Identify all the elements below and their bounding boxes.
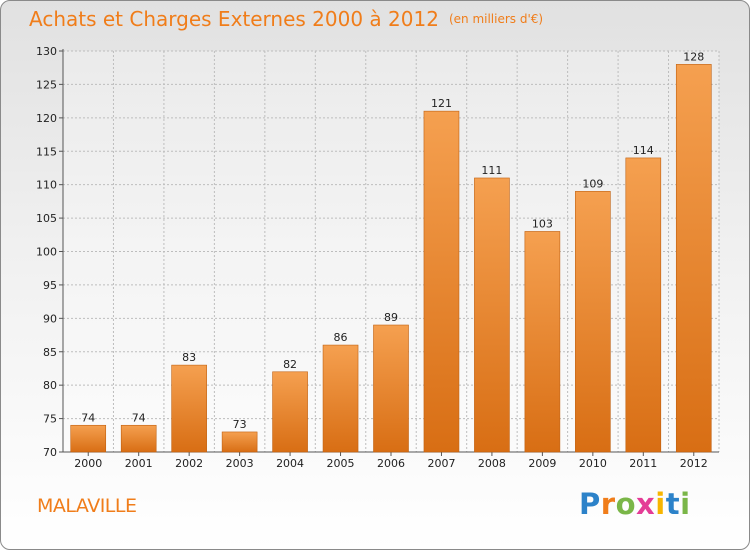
y-tick-label: 130: [36, 45, 57, 58]
bar-2003: [221, 431, 258, 453]
x-tick-label: 2010: [579, 457, 607, 470]
bar-2002: [171, 364, 207, 453]
data-label: 74: [81, 411, 95, 424]
axes: 70 75 80 85 90 95 100 105 110 115 120 125 130 2000 200…: [36, 45, 719, 470]
x-tick-label: 2007: [427, 457, 455, 470]
logo-letter: i: [655, 487, 666, 521]
x-tick-label: 2008: [478, 457, 506, 470]
x-tick-label: 2004: [276, 457, 304, 470]
logo-letter: t: [665, 487, 681, 521]
y-tick-label: 100: [36, 246, 57, 259]
chart-title: Achats et Charges Externes 2000 à 2012 (e…: [29, 7, 543, 31]
logo-letter: i: [680, 487, 691, 521]
bar-2006: [373, 324, 409, 453]
bar-2012: [675, 64, 712, 453]
data-label: 103: [532, 217, 553, 230]
bars: [70, 64, 712, 453]
x-tick-label: 2002: [175, 457, 203, 470]
y-tick-label: 70: [43, 446, 57, 459]
data-label: 114: [633, 144, 654, 157]
bar-2004: [272, 371, 308, 453]
proxiti-logo: Proxiti: [579, 487, 691, 521]
chart-subtitle: (en milliers d'€): [448, 12, 544, 26]
y-tick-label: 120: [36, 112, 57, 125]
x-tick-label: 2006: [377, 457, 405, 470]
bar-2001: [120, 424, 157, 453]
logo-letter: r: [600, 487, 616, 521]
data-label: 128: [683, 50, 704, 63]
y-tick-label: 80: [43, 379, 57, 392]
y-tick-label: 105: [36, 212, 57, 225]
logo-letter: o: [615, 487, 637, 521]
data-label: 86: [334, 331, 348, 344]
x-tick-label: 2012: [680, 457, 708, 470]
data-label: 121: [431, 97, 452, 110]
y-tick-label: 85: [43, 346, 57, 359]
data-label: 111: [481, 164, 502, 177]
y-tick-label: 90: [43, 312, 57, 325]
y-tick-label: 125: [36, 78, 57, 91]
logo-letter: P: [579, 487, 601, 521]
x-tick-label: 2005: [327, 457, 355, 470]
bar-2010: [575, 191, 611, 453]
y-tick-label: 110: [36, 179, 57, 192]
x-tick-label: 2000: [74, 457, 102, 470]
chart-title-text: Achats et Charges Externes 2000 à 2012: [29, 7, 439, 31]
bar-2000: [70, 424, 107, 453]
y-tick-label: 95: [43, 279, 57, 292]
data-label: 74: [132, 411, 146, 424]
data-label: 109: [582, 177, 603, 190]
bar-2008: [474, 177, 510, 453]
data-label: 89: [384, 311, 398, 324]
x-tick-label: 2011: [629, 457, 657, 470]
data-label: 83: [182, 351, 196, 364]
labels: 74 74 83 73 82 86 89 121 111 103 109 114 128: [81, 50, 704, 431]
bar-2005: [322, 344, 359, 453]
data-label: 73: [233, 418, 247, 431]
x-tick-label: 2003: [226, 457, 254, 470]
data-label: 82: [283, 358, 297, 371]
x-tick-label: 2001: [125, 457, 153, 470]
y-tick-label: 75: [43, 413, 57, 426]
logo-letter: x: [636, 487, 656, 521]
bar-2007: [423, 110, 460, 453]
bar-2011: [625, 157, 662, 453]
location-label: MALAVILLE: [37, 495, 137, 517]
y-tick-label: 115: [36, 145, 57, 158]
x-tick-label: 2009: [528, 457, 556, 470]
bar-2009: [524, 231, 561, 453]
